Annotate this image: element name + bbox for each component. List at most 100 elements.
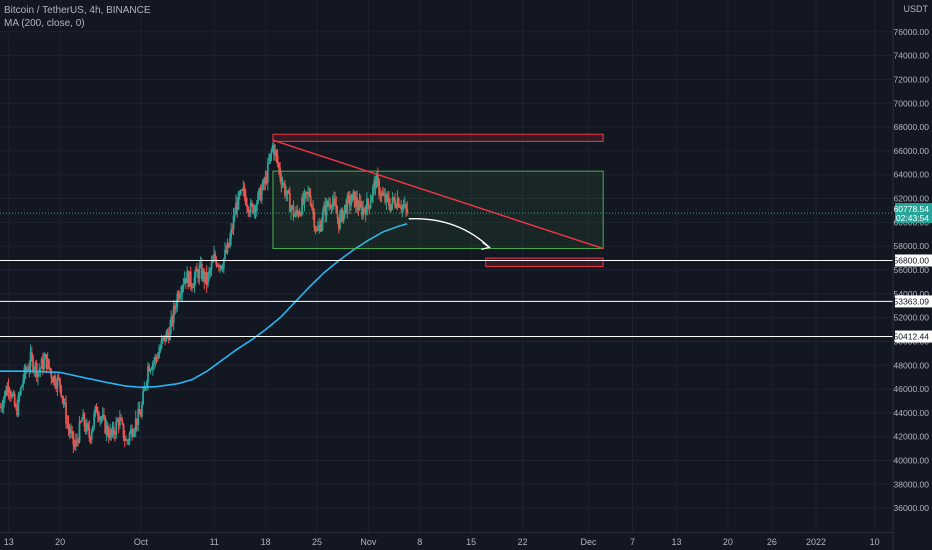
y-tick-label: 70000.00 <box>894 98 930 108</box>
y-tick-label: 74000.00 <box>894 51 930 61</box>
candle-body <box>67 423 70 429</box>
candle-body <box>314 227 317 231</box>
candle-body <box>376 175 379 181</box>
candle-body <box>323 204 325 212</box>
candle-body <box>237 192 240 210</box>
x-tick-label: 8 <box>417 537 422 547</box>
candle-body <box>292 205 295 217</box>
level-label: 53363.09 <box>894 296 930 306</box>
candle-body <box>329 204 332 207</box>
candle-body <box>176 293 179 307</box>
candle-body <box>191 285 193 289</box>
currency-label: USDT <box>903 4 929 14</box>
candle-body <box>270 150 273 154</box>
candle-body <box>222 258 225 269</box>
candle-body <box>330 206 333 208</box>
candle-body <box>166 332 169 334</box>
candle-body <box>342 210 345 222</box>
candle-body <box>295 210 297 217</box>
y-tick-label: 52000.00 <box>894 313 930 323</box>
candle-body <box>202 270 204 279</box>
candle-body <box>397 198 400 207</box>
candle-body <box>396 198 399 208</box>
candle-body <box>385 194 388 203</box>
candle-body <box>39 368 42 371</box>
candle-body <box>403 204 406 207</box>
candle-body <box>336 213 339 219</box>
candle-body <box>45 354 48 369</box>
candle-body <box>92 425 94 432</box>
candle-body <box>253 206 256 214</box>
candle-body <box>73 444 76 447</box>
candle-body <box>345 204 347 213</box>
candle-body <box>1 407 4 409</box>
candle-body <box>65 402 67 423</box>
chart-legend: Bitcoin / TetherUS, 4h, BINANCE MA (200,… <box>4 4 151 30</box>
candle-body <box>242 187 245 190</box>
candle-body <box>304 192 307 194</box>
candle-body <box>134 418 137 431</box>
candle-body <box>302 197 305 204</box>
candle-body <box>353 191 356 207</box>
candle-body <box>243 187 246 196</box>
candle-body <box>169 326 171 340</box>
candle-body <box>0 407 3 409</box>
candle-body <box>358 201 361 211</box>
candle-body <box>247 207 250 213</box>
candle-body <box>395 206 398 208</box>
candle-body <box>121 419 124 424</box>
candle-body <box>335 204 338 214</box>
x-tick-label: 26 <box>767 537 777 547</box>
candle-body <box>28 366 31 371</box>
candle-body <box>5 391 8 395</box>
candle-body <box>299 212 302 215</box>
candle-body <box>68 428 71 434</box>
y-tick-label: 38000.00 <box>894 479 930 489</box>
candle-body <box>193 277 196 288</box>
countdown-label: 02:43:54 <box>896 213 929 223</box>
candle-body <box>170 317 173 327</box>
candle-body <box>368 205 371 208</box>
candle-body <box>188 271 191 287</box>
candle-body <box>273 144 275 155</box>
target-box <box>485 257 604 267</box>
candle-body <box>240 189 242 195</box>
candle-body <box>216 265 219 267</box>
y-tick-label: 36000.00 <box>894 503 930 513</box>
candle-body <box>375 175 378 189</box>
x-tick-label: 18 <box>261 537 271 547</box>
candle-body <box>233 214 236 216</box>
candle-body <box>259 188 262 201</box>
candle-body <box>334 198 336 205</box>
x-tick-label: 10 <box>870 537 880 547</box>
candle-body <box>76 440 78 442</box>
x-tick-label: 11 <box>210 537 219 547</box>
candle-body <box>3 391 6 399</box>
y-tick-label: 54000.00 <box>894 289 930 299</box>
candle-body <box>285 194 288 196</box>
candle-body <box>326 201 329 206</box>
candle-body <box>211 259 214 263</box>
candle-body <box>399 206 401 208</box>
candle-body <box>351 193 354 202</box>
candle-body <box>332 198 335 203</box>
candle-body <box>281 183 284 185</box>
candle-body <box>354 197 357 207</box>
candle-body <box>249 203 252 214</box>
level-tag <box>895 254 932 267</box>
candle-body <box>22 379 25 386</box>
candle-body <box>244 195 247 205</box>
candle-body <box>246 204 248 208</box>
candle-body <box>112 426 115 435</box>
candle-body <box>370 196 373 202</box>
candle-body <box>197 271 200 279</box>
candle-body <box>320 223 323 232</box>
candle-body <box>49 367 52 371</box>
candle-body <box>52 375 55 383</box>
candle-body <box>2 398 5 408</box>
candle-body <box>154 356 157 362</box>
candle-body <box>150 368 153 370</box>
candles-group <box>0 142 409 453</box>
x-tick-label: 7 <box>630 537 635 547</box>
